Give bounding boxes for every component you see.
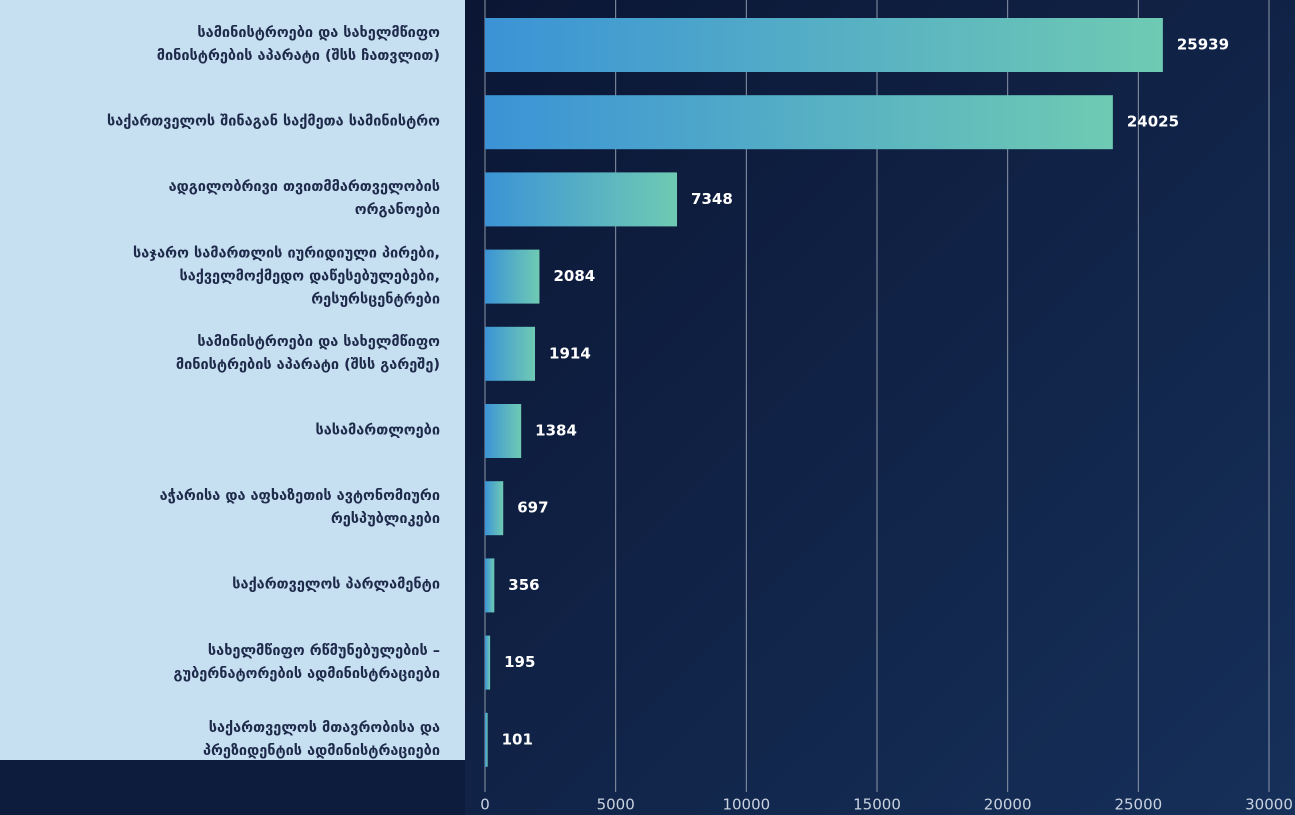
label-panel xyxy=(0,0,465,760)
category-label: სახელმწიფო რწმუნებულების – გუბერნატორები… xyxy=(173,642,440,682)
category-label: აჭარისა და აფხაზეთის ავტონომიური რესპუბლ… xyxy=(159,488,440,528)
bar xyxy=(485,481,504,536)
value-label: 2084 xyxy=(553,267,595,285)
value-label: 24025 xyxy=(1127,113,1179,131)
category-label: სამინისტროები და სახელმწიფო მინისტრების … xyxy=(156,25,440,64)
category-label: სამინისტროები და სახელმწიფო მინისტრების … xyxy=(175,333,440,373)
bar xyxy=(485,95,1113,150)
value-label: 356 xyxy=(508,576,539,594)
category-label: საჯარო სამართლის იურიდიული პირები, საქვე… xyxy=(133,245,440,308)
bar xyxy=(485,326,536,381)
value-label: 1914 xyxy=(549,344,591,362)
bar xyxy=(485,249,540,304)
value-label: 195 xyxy=(504,653,535,671)
x-tick-label: 20000 xyxy=(984,796,1032,814)
value-label: 101 xyxy=(502,730,533,748)
x-tick-label: 30000 xyxy=(1245,796,1293,814)
category-label: საქართველოს მთავრობისა და პრეზიდენტის ად… xyxy=(202,719,440,759)
bar xyxy=(485,712,488,767)
x-tick-label: 0 xyxy=(480,796,490,814)
bar xyxy=(485,172,678,227)
value-label: 25939 xyxy=(1177,36,1229,54)
category-label: საქართველოს შინაგან საქმეთა სამინისტრო xyxy=(106,113,440,130)
category-label: ადგილობრივი თვითმმართველობის ორგანოები xyxy=(168,179,440,219)
bar xyxy=(485,635,491,690)
x-tick-label: 10000 xyxy=(722,796,770,814)
x-tick-label: 5000 xyxy=(597,796,635,814)
value-label: 697 xyxy=(517,499,548,517)
x-tick-label: 15000 xyxy=(853,796,901,814)
value-label: 7348 xyxy=(691,190,733,208)
x-tick-label: 25000 xyxy=(1114,796,1162,814)
bar xyxy=(485,558,495,613)
value-label: 1384 xyxy=(535,422,577,440)
bar xyxy=(485,18,1163,72)
category-label: საქართველოს პარლამენტი xyxy=(232,576,440,593)
category-label: სასამართლოები xyxy=(315,422,440,439)
bar xyxy=(485,404,522,458)
